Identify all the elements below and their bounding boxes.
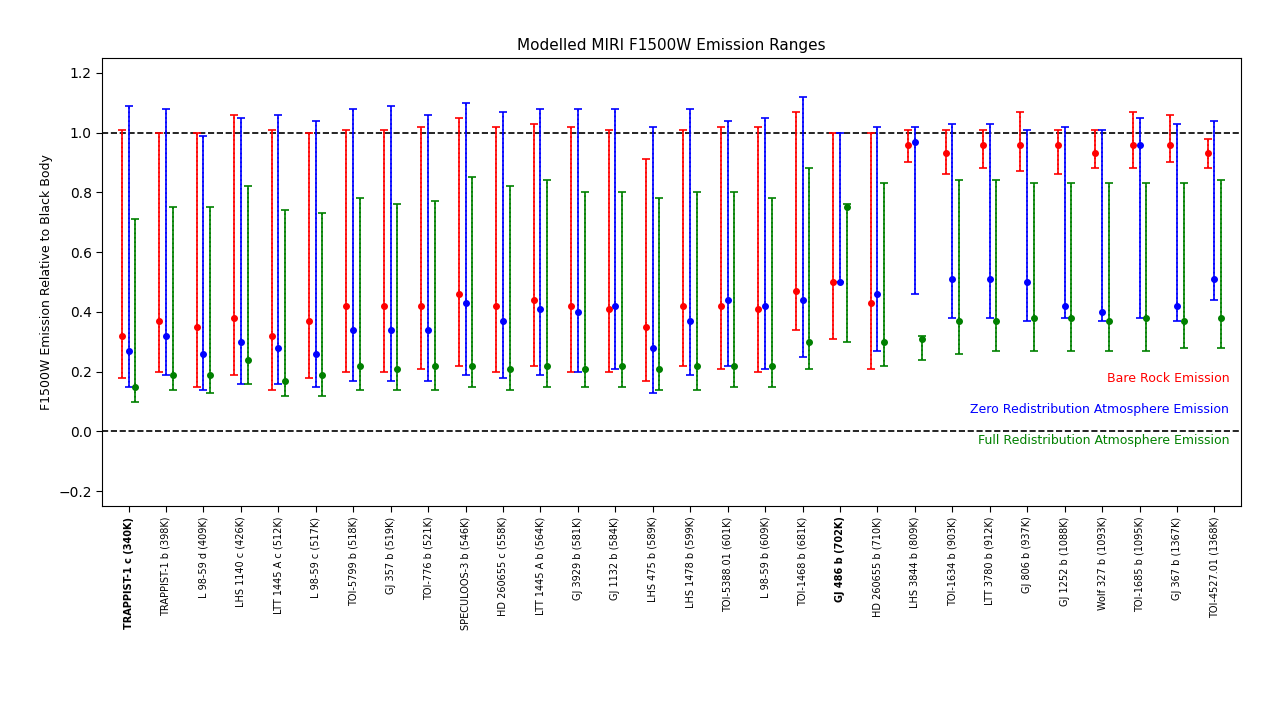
Y-axis label: F1500W Emission Relative to Black Body: F1500W Emission Relative to Black Body	[40, 154, 52, 410]
Title: Modelled MIRI F1500W Emission Ranges: Modelled MIRI F1500W Emission Ranges	[517, 38, 826, 53]
Text: Zero Redistribution Atmosphere Emission: Zero Redistribution Atmosphere Emission	[971, 403, 1229, 416]
Text: Bare Rock Emission: Bare Rock Emission	[1106, 372, 1229, 385]
Text: Full Redistribution Atmosphere Emission: Full Redistribution Atmosphere Emission	[977, 435, 1229, 448]
